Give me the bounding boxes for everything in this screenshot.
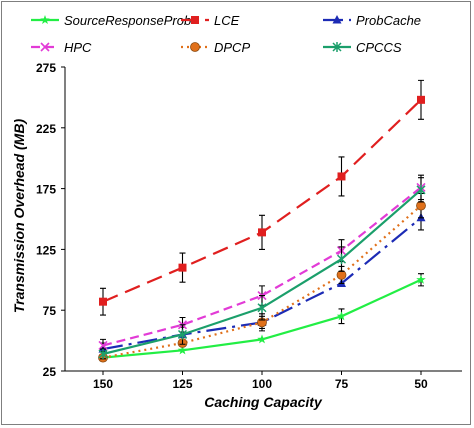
x-tick-label: 75: [335, 377, 349, 391]
legend-swatch-marker: [191, 16, 199, 24]
data-point: [417, 95, 425, 104]
legend-swatch-marker: [40, 15, 50, 25]
data-point: [337, 172, 346, 181]
legend-item-cpccs: CPCCS: [323, 40, 402, 55]
axes: 25 75 125 175 225 275 150 125 100 75 50: [36, 61, 462, 391]
legend-item-dpcp: DPCP: [181, 40, 250, 55]
legend-item-hpc: HPC: [31, 40, 92, 55]
x-tick-label: 150: [93, 377, 113, 391]
series-cpccs: [98, 177, 426, 360]
data-point: [416, 184, 426, 195]
legend-label: LCE: [214, 13, 240, 28]
series-line: [102, 99, 422, 303]
data-point: [257, 334, 267, 344]
x-tick-label: 50: [414, 377, 428, 391]
y-axis-label: Transmission Overhead (MB): [11, 119, 27, 314]
y-tick-label: 275: [36, 61, 56, 75]
legend: SourceResponseProb LCE ProbCache HPC DPCP CPC…: [31, 13, 421, 55]
plot-area: [98, 79, 426, 363]
x-tick-label: 100: [252, 377, 272, 391]
legend-label: DPCP: [214, 40, 250, 55]
series-lce: [99, 79, 425, 316]
series-line: [102, 216, 422, 351]
y-tick-label: 75: [43, 304, 57, 318]
data-point: [416, 274, 426, 284]
legend-label: ProbCache: [356, 13, 421, 28]
data-point: [177, 345, 188, 355]
data-point: [98, 348, 108, 359]
y-tick-label: 225: [36, 122, 56, 136]
data-point: [98, 340, 108, 351]
data-point: [257, 302, 267, 313]
legend-swatch-marker: [40, 42, 50, 52]
legend-item-sourceresponseprob: SourceResponseProb: [31, 13, 191, 28]
legend-swatch-marker: [190, 42, 200, 52]
data-point: [258, 228, 266, 237]
legend-swatch-marker: [332, 15, 342, 24]
data-point: [99, 297, 107, 306]
legend-label: SourceResponseProb: [64, 13, 191, 28]
legend-label: CPCCS: [356, 40, 402, 55]
legend-label: HPC: [64, 40, 92, 55]
legend-item-probcache: ProbCache: [323, 13, 421, 28]
legend-item-lce: LCE: [181, 13, 240, 28]
data-point: [178, 263, 187, 272]
y-tick-label: 175: [36, 183, 56, 197]
data-point: [336, 311, 347, 321]
x-axis-label: Caching Capacity: [204, 394, 323, 410]
data-point: [336, 254, 347, 265]
data-point: [177, 329, 188, 340]
y-tick-label: 125: [36, 243, 56, 257]
y-tick-label: 25: [43, 365, 57, 379]
legend-swatch-marker: [332, 42, 342, 52]
x-tick-label: 125: [172, 377, 192, 391]
